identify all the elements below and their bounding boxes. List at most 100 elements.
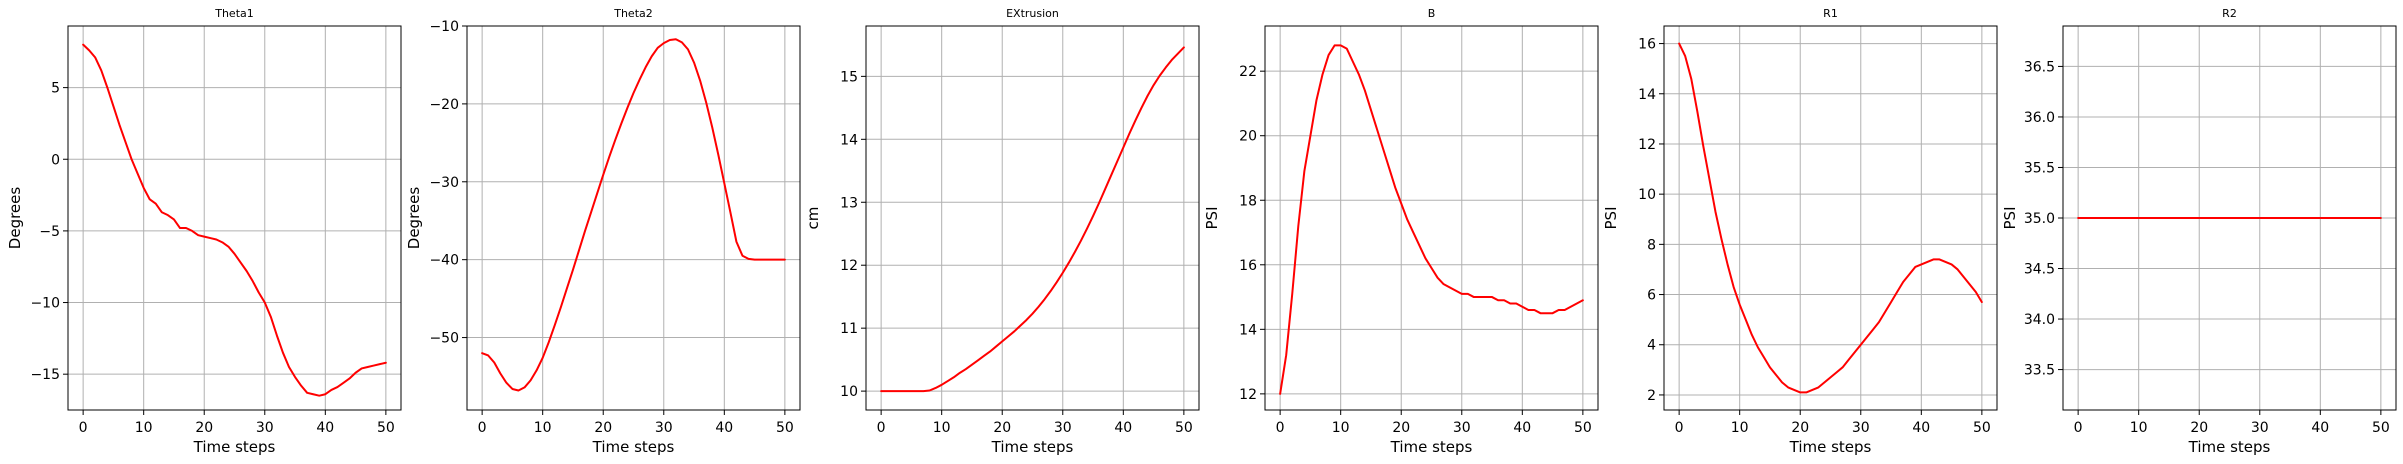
y-tick-label: 2 xyxy=(1647,388,1656,404)
y-tick-label: 0 xyxy=(51,152,60,168)
axes-frame xyxy=(466,25,801,411)
y-tick-label: 36.5 xyxy=(2024,59,2055,75)
x-axis-label: Time steps xyxy=(991,438,1074,456)
x-tick-label: 20 xyxy=(2190,420,2208,436)
axes-frame xyxy=(865,25,1200,411)
y-tick-label: 13 xyxy=(840,195,858,211)
chart-title: B xyxy=(1428,7,1436,20)
y-tick-label: −10 xyxy=(429,19,459,35)
y-tick-label: −40 xyxy=(429,253,459,269)
y-tick-label: 35.0 xyxy=(2024,211,2055,227)
y-tick-label: 34.5 xyxy=(2024,262,2055,278)
y-tick-label: 20 xyxy=(1239,129,1257,145)
axes-frame xyxy=(67,25,402,411)
x-tick-label: 30 xyxy=(655,420,673,436)
x-axis-label: Time steps xyxy=(193,438,276,456)
chart-title: R1 xyxy=(1823,7,1838,20)
x-tick-label: 10 xyxy=(2130,420,2148,436)
series-line-extrusion xyxy=(880,46,1185,393)
x-tick-label: 30 xyxy=(1054,420,1072,436)
x-tick-label: 40 xyxy=(715,420,733,436)
y-tick-label: 14 xyxy=(840,132,858,148)
y-tick-label: 12 xyxy=(1239,387,1257,403)
y-tick-label: −20 xyxy=(429,97,459,113)
x-tick-label: 10 xyxy=(1731,420,1749,436)
x-tick-label: 30 xyxy=(2251,420,2269,436)
x-tick-label: 40 xyxy=(1513,420,1531,436)
y-tick-label: 8 xyxy=(1647,237,1656,253)
y-tick-label: 14 xyxy=(1239,322,1257,338)
y-tick-label: 11 xyxy=(840,321,858,337)
axes-frame xyxy=(1264,25,1599,411)
x-tick-label: 40 xyxy=(1114,420,1132,436)
x-tick-label: 50 xyxy=(1574,420,1592,436)
y-axis-label: Degrees xyxy=(405,187,423,250)
chart-title: EXtrusion xyxy=(1006,7,1059,20)
y-tick-label: 16 xyxy=(1239,258,1257,274)
y-tick-label: 33.5 xyxy=(2024,363,2055,379)
x-tick-label: 50 xyxy=(1973,420,1991,436)
x-tick-label: 30 xyxy=(256,420,274,436)
y-axis-label: cm xyxy=(804,207,822,230)
x-tick-label: 20 xyxy=(1791,420,1809,436)
y-tick-label: 36.0 xyxy=(2024,110,2055,126)
subplot-r1: 0 10 20 30 40 50 16 14 12 10 8 6 4 2 R1 Time steps PSI xyxy=(1602,7,1998,456)
axes-frame xyxy=(1663,25,1998,411)
series-line-r1 xyxy=(1678,42,1983,394)
x-axis-label: Time steps xyxy=(2188,438,2271,456)
x-tick-label: 0 xyxy=(1276,420,1285,436)
y-tick-label: −5 xyxy=(39,224,60,240)
x-tick-label: 40 xyxy=(1912,420,1930,436)
x-tick-label: 30 xyxy=(1453,420,1471,436)
x-tick-label: 30 xyxy=(1852,420,1870,436)
y-axis-label: PSI xyxy=(1203,207,1221,230)
x-tick-label: 20 xyxy=(1392,420,1410,436)
x-tick-label: 0 xyxy=(877,420,886,436)
x-axis-label: Time steps xyxy=(1789,438,1872,456)
x-tick-label: 20 xyxy=(993,420,1011,436)
x-tick-label: 10 xyxy=(534,420,552,436)
y-axis-label: Degrees xyxy=(6,187,24,250)
y-tick-label: 4 xyxy=(1647,338,1656,354)
chart-title: R2 xyxy=(2222,7,2237,20)
x-tick-label: 0 xyxy=(1675,420,1684,436)
x-tick-label: 50 xyxy=(1175,420,1193,436)
x-tick-label: 10 xyxy=(1332,420,1350,436)
x-tick-label: 40 xyxy=(2311,420,2329,436)
series-line-theta1 xyxy=(82,43,387,397)
x-tick-label: 20 xyxy=(594,420,612,436)
y-axis-label: PSI xyxy=(2001,207,2019,230)
y-tick-label: −10 xyxy=(30,296,60,312)
chart-title: Theta2 xyxy=(613,7,653,20)
y-tick-label: −30 xyxy=(429,175,459,191)
x-tick-label: 20 xyxy=(195,420,213,436)
subplot-r2: 0 10 20 30 40 50 36.5 36.0 35.5 35.0 34.5 34.0 33.5 R… xyxy=(2001,7,2397,456)
series-line-theta2 xyxy=(481,38,786,392)
x-tick-label: 50 xyxy=(776,420,794,436)
y-tick-label: 35.5 xyxy=(2024,160,2055,176)
y-tick-label: 10 xyxy=(1638,187,1656,203)
x-axis-label: Time steps xyxy=(592,438,675,456)
x-tick-label: 0 xyxy=(478,420,487,436)
y-tick-label: 22 xyxy=(1239,64,1257,80)
y-tick-label: 34.0 xyxy=(2024,312,2055,328)
x-tick-label: 50 xyxy=(377,420,395,436)
x-tick-label: 10 xyxy=(933,420,951,436)
y-tick-label: 18 xyxy=(1239,193,1257,209)
series-line-b xyxy=(1279,44,1584,395)
y-tick-label: 5 xyxy=(51,81,60,97)
y-tick-label: 12 xyxy=(1638,137,1656,153)
x-tick-label: 40 xyxy=(316,420,334,436)
x-tick-label: 0 xyxy=(2074,420,2083,436)
subplot-extrusion: 0 10 20 30 40 50 15 14 13 12 11 10 EXtrusion Time ste… xyxy=(804,7,1200,456)
x-tick-label: 0 xyxy=(79,420,88,436)
chart-title: Theta1 xyxy=(214,7,254,20)
subplot-b: 0 10 20 30 40 50 22 20 18 16 14 12 B Time steps PSI xyxy=(1203,7,1599,456)
y-tick-label: 16 xyxy=(1638,37,1656,53)
y-tick-label: −15 xyxy=(30,367,60,383)
x-axis-label: Time steps xyxy=(1390,438,1473,456)
y-axis-label: PSI xyxy=(1602,207,1620,230)
x-tick-label: 50 xyxy=(2372,420,2390,436)
